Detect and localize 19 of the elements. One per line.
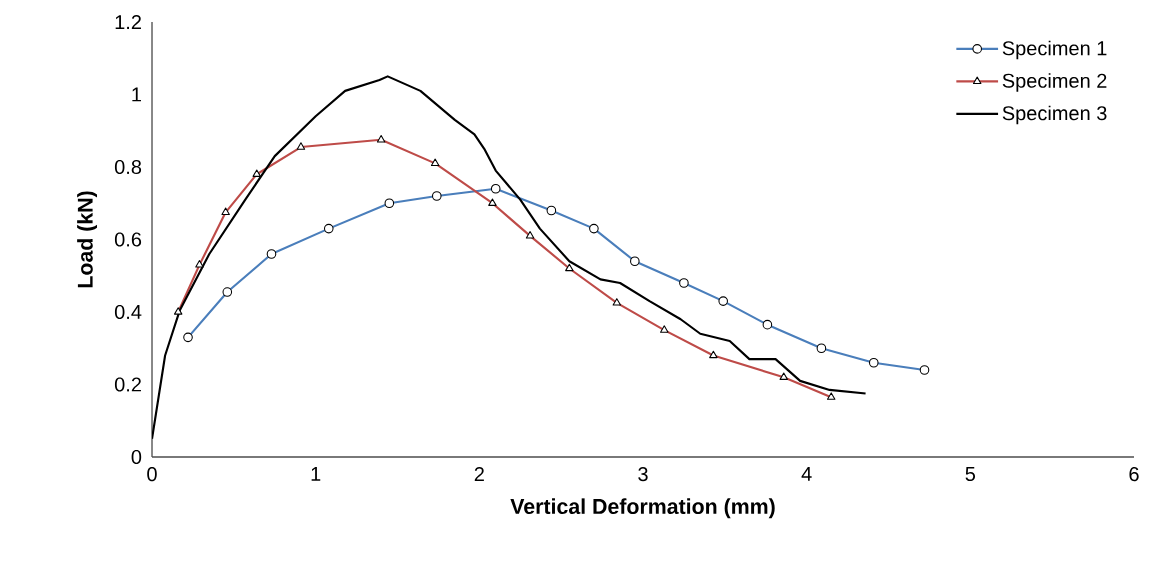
y-tick-label: 0.6 <box>114 232 142 247</box>
legend-label: Specimen 3 <box>1002 105 1107 125</box>
x-axis-title: Vertical Deformation (mm) <box>510 498 775 519</box>
x-tick-label: 2 <box>474 467 484 481</box>
y-tick-label: 0.2 <box>114 377 141 392</box>
x-tick-label: 0 <box>147 467 157 482</box>
legend-label: Specimen 1 <box>1002 40 1107 60</box>
x-tick-label: 6 <box>1129 467 1139 482</box>
y-axis-title: Load (kN) <box>77 191 98 288</box>
y-tick-label: 0.8 <box>114 159 142 175</box>
x-tick-label: 1 <box>311 467 321 481</box>
x-tick-label: 4 <box>801 467 812 481</box>
y-tick-label: 0.4 <box>114 304 142 320</box>
legend-label: Specimen 2 <box>1002 73 1107 92</box>
y-tick-label: 1 <box>132 87 141 102</box>
x-tick-label: 5 <box>965 467 976 481</box>
x-tick-label: 3 <box>638 467 648 482</box>
y-tick-label: 0 <box>131 449 142 465</box>
y-tick-label: 1.2 <box>115 15 141 29</box>
